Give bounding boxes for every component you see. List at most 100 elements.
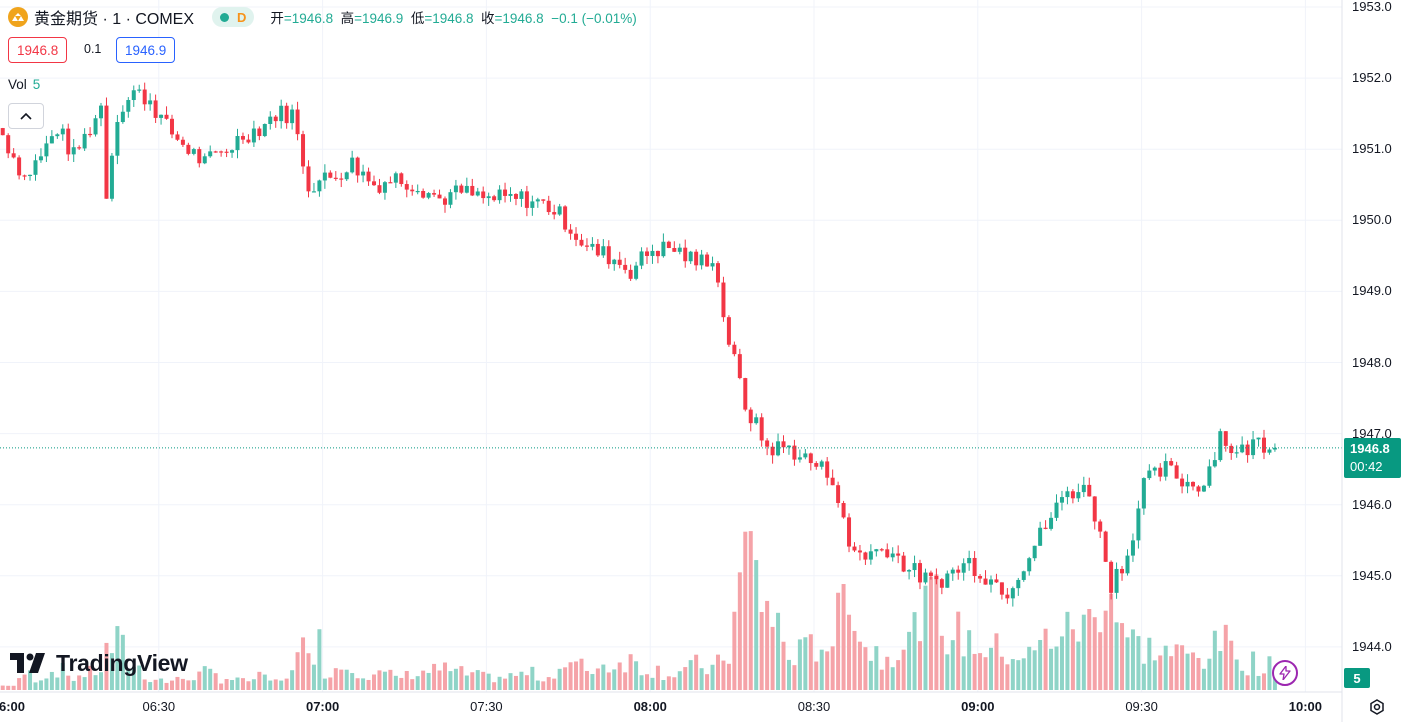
candle bbox=[759, 413, 764, 447]
candle-body bbox=[1081, 484, 1086, 493]
candle-body bbox=[453, 185, 458, 193]
candle bbox=[595, 239, 600, 257]
gold-coin-icon bbox=[8, 7, 28, 27]
candle bbox=[1081, 476, 1086, 498]
candle-body bbox=[666, 241, 671, 249]
candle-body bbox=[655, 250, 660, 257]
candle bbox=[284, 102, 289, 129]
volume-bar bbox=[1185, 653, 1190, 690]
market-status-badge[interactable]: D bbox=[212, 7, 255, 27]
candle-body bbox=[257, 128, 262, 137]
candle-body bbox=[841, 503, 846, 518]
candle-body bbox=[563, 206, 568, 230]
candle bbox=[1109, 560, 1114, 600]
candle bbox=[388, 176, 393, 184]
candle-body bbox=[169, 118, 174, 135]
candle-body bbox=[1070, 491, 1075, 499]
volume-bar bbox=[197, 671, 202, 690]
candle bbox=[1163, 453, 1168, 481]
volume-bar bbox=[268, 680, 273, 690]
candle-body bbox=[191, 149, 196, 154]
buy-button[interactable]: 1946.9 bbox=[116, 37, 176, 63]
volume-bar bbox=[770, 626, 775, 690]
candle bbox=[934, 568, 939, 585]
volume-bar bbox=[377, 670, 382, 690]
volume-bar bbox=[410, 679, 415, 690]
volume-bar bbox=[584, 670, 589, 690]
volume-bar bbox=[612, 669, 617, 690]
volume-bar bbox=[574, 661, 579, 690]
volume-bar bbox=[781, 641, 786, 690]
candle-body bbox=[601, 246, 606, 256]
candle bbox=[1223, 431, 1228, 452]
volume-bar bbox=[448, 671, 453, 690]
volume-bar bbox=[202, 666, 207, 690]
price-tick-label: 1949.0 bbox=[1352, 283, 1392, 299]
candle-body bbox=[311, 191, 316, 193]
volume-bar bbox=[1016, 660, 1021, 690]
volume-bar bbox=[1054, 646, 1059, 690]
candle-body bbox=[1016, 579, 1021, 589]
collapse-legend-button[interactable] bbox=[8, 103, 44, 129]
candle-body bbox=[475, 191, 480, 196]
lightning-icon[interactable] bbox=[1272, 660, 1298, 686]
volume-bar bbox=[437, 670, 442, 690]
candle-body bbox=[688, 251, 693, 262]
sell-button[interactable]: 1946.8 bbox=[8, 37, 68, 63]
candle bbox=[6, 133, 11, 159]
candle bbox=[1076, 483, 1081, 502]
volume-bar bbox=[852, 630, 857, 690]
candle-body bbox=[109, 155, 114, 199]
candle-body bbox=[863, 552, 868, 560]
candle bbox=[513, 193, 518, 206]
volume-axis-tag: 5 bbox=[1344, 668, 1370, 688]
candle-body bbox=[219, 151, 224, 153]
candle-body bbox=[333, 177, 338, 179]
candle bbox=[508, 187, 513, 202]
candle bbox=[988, 575, 993, 593]
candle-body bbox=[1256, 437, 1261, 440]
volume-bar bbox=[732, 611, 737, 690]
candle-body bbox=[765, 440, 770, 447]
candle bbox=[1070, 489, 1075, 504]
candle-body bbox=[781, 441, 786, 448]
candle-body bbox=[421, 190, 426, 198]
candle bbox=[279, 99, 284, 129]
candle bbox=[972, 551, 977, 583]
volume-bar bbox=[699, 668, 704, 690]
volume-bar bbox=[28, 670, 33, 690]
volume-bar bbox=[33, 682, 38, 690]
candle bbox=[1185, 474, 1190, 494]
candle bbox=[792, 439, 797, 466]
candle-body bbox=[366, 171, 371, 182]
candle bbox=[382, 181, 387, 200]
candle-body bbox=[202, 156, 207, 164]
candle-body bbox=[945, 573, 950, 588]
candle bbox=[1027, 556, 1032, 576]
candle-body bbox=[705, 254, 710, 267]
candle bbox=[1272, 443, 1277, 452]
candle-body bbox=[972, 557, 977, 577]
volume-bar bbox=[857, 641, 862, 690]
candle bbox=[715, 261, 720, 288]
volume-bar bbox=[1251, 651, 1256, 690]
candle bbox=[1065, 486, 1070, 505]
candle-body bbox=[1103, 531, 1108, 562]
settings-gear-icon[interactable] bbox=[1367, 697, 1387, 717]
volume-bar bbox=[978, 653, 983, 690]
candle-body bbox=[1054, 502, 1059, 518]
volume-bar bbox=[606, 672, 611, 690]
price-tick-label: 1953.0 bbox=[1352, 0, 1392, 14]
volume-bar bbox=[366, 679, 371, 690]
candle-body bbox=[328, 172, 333, 178]
candle-body bbox=[934, 575, 939, 580]
volume-bar bbox=[77, 675, 82, 690]
volume-bar bbox=[1032, 650, 1037, 690]
candle-body bbox=[978, 576, 983, 579]
candle-body bbox=[661, 241, 666, 257]
candle-body bbox=[737, 354, 742, 379]
tradingview-watermark[interactable]: TradingView bbox=[10, 648, 188, 678]
symbol-title[interactable]: 黄金期货 · 1 · COMEX bbox=[34, 11, 195, 28]
candle-body bbox=[6, 135, 11, 154]
